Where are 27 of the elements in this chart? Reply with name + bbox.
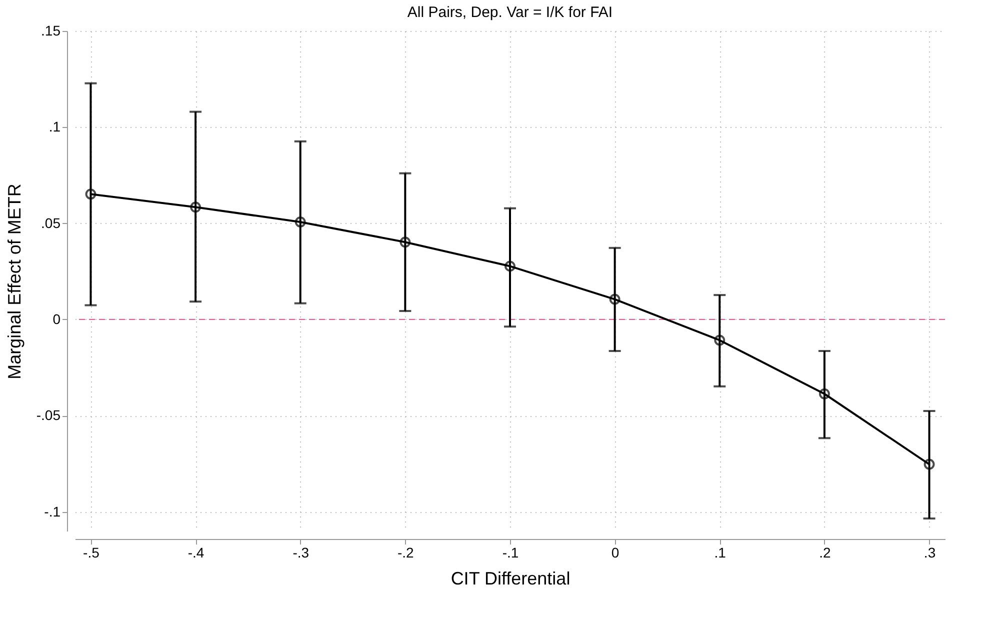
x-tick-label: -.1	[502, 544, 519, 560]
y-tick-label: -.05	[36, 407, 61, 424]
x-tick-label: 0	[611, 544, 620, 560]
chart-title: All Pairs, Dep. Var = I/K for FAI	[407, 4, 613, 21]
point	[504, 260, 516, 272]
y-tick-label: 0	[52, 310, 61, 327]
point	[294, 216, 306, 228]
y-tick-label: .05	[41, 214, 61, 231]
x-axis-title: CIT Differential	[450, 568, 570, 588]
x-tick-label: -.3	[292, 544, 310, 560]
y-axis-title: Marginal Effect of METR	[4, 184, 24, 380]
point	[190, 202, 202, 213]
point	[609, 294, 620, 305]
x-tick-label: .3	[924, 544, 936, 560]
point	[924, 458, 935, 470]
x-tick-label: -.5	[83, 544, 100, 560]
x-tick-label: .2	[819, 544, 832, 560]
x-tick-label: -.2	[398, 544, 414, 560]
y-tick-label: -.1	[44, 503, 61, 520]
point	[714, 334, 726, 346]
y-tick-label: .1	[48, 118, 61, 135]
point	[85, 188, 96, 200]
point	[818, 388, 830, 400]
x-tick-label: .1	[714, 544, 726, 560]
y-tick-label: .15	[41, 22, 61, 38]
x-tick-label: -.4	[188, 544, 204, 560]
point	[400, 236, 411, 248]
